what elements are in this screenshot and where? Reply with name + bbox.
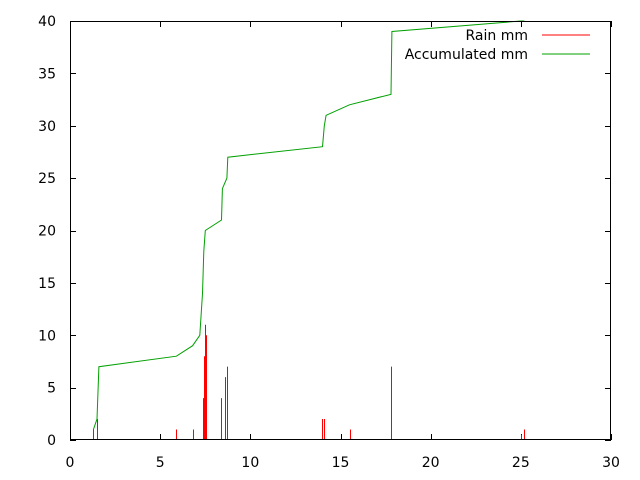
x-tick-label: 15: [332, 455, 350, 471]
y-axis-ticks: 0 5 10 15 20 25 30 35 40: [38, 14, 611, 449]
y-tick-label: 5: [47, 381, 56, 397]
y-tick-label: 35: [38, 66, 56, 82]
y-tick-label: 10: [38, 328, 56, 344]
x-axis-ticks: 0 5 10 15 20 25 30: [66, 21, 620, 471]
x-tick-label: 25: [512, 455, 530, 471]
y-tick-label: 20: [38, 224, 56, 240]
legend-label-rain: Rain mm: [466, 28, 529, 44]
x-tick-label: 10: [241, 455, 259, 471]
y-tick-label: 15: [38, 276, 56, 292]
x-tick-label: 5: [156, 455, 165, 471]
y-tick-label: 40: [38, 14, 56, 30]
rain-impulses: [93, 324, 525, 440]
x-tick-label: 30: [602, 455, 620, 471]
plot-background: [70, 21, 611, 440]
legend-label-accumulated: Accumulated mm: [405, 47, 528, 63]
x-tick-label: 20: [422, 455, 440, 471]
y-tick-label: 25: [38, 171, 56, 187]
legend: Rain mm Accumulated mm: [405, 28, 590, 63]
y-tick-label: 0: [47, 433, 56, 449]
plot-frame: [70, 21, 611, 440]
accumulated-line: [92, 20, 525, 430]
x-tick-label: 0: [66, 455, 75, 471]
y-tick-label: 30: [38, 119, 56, 135]
